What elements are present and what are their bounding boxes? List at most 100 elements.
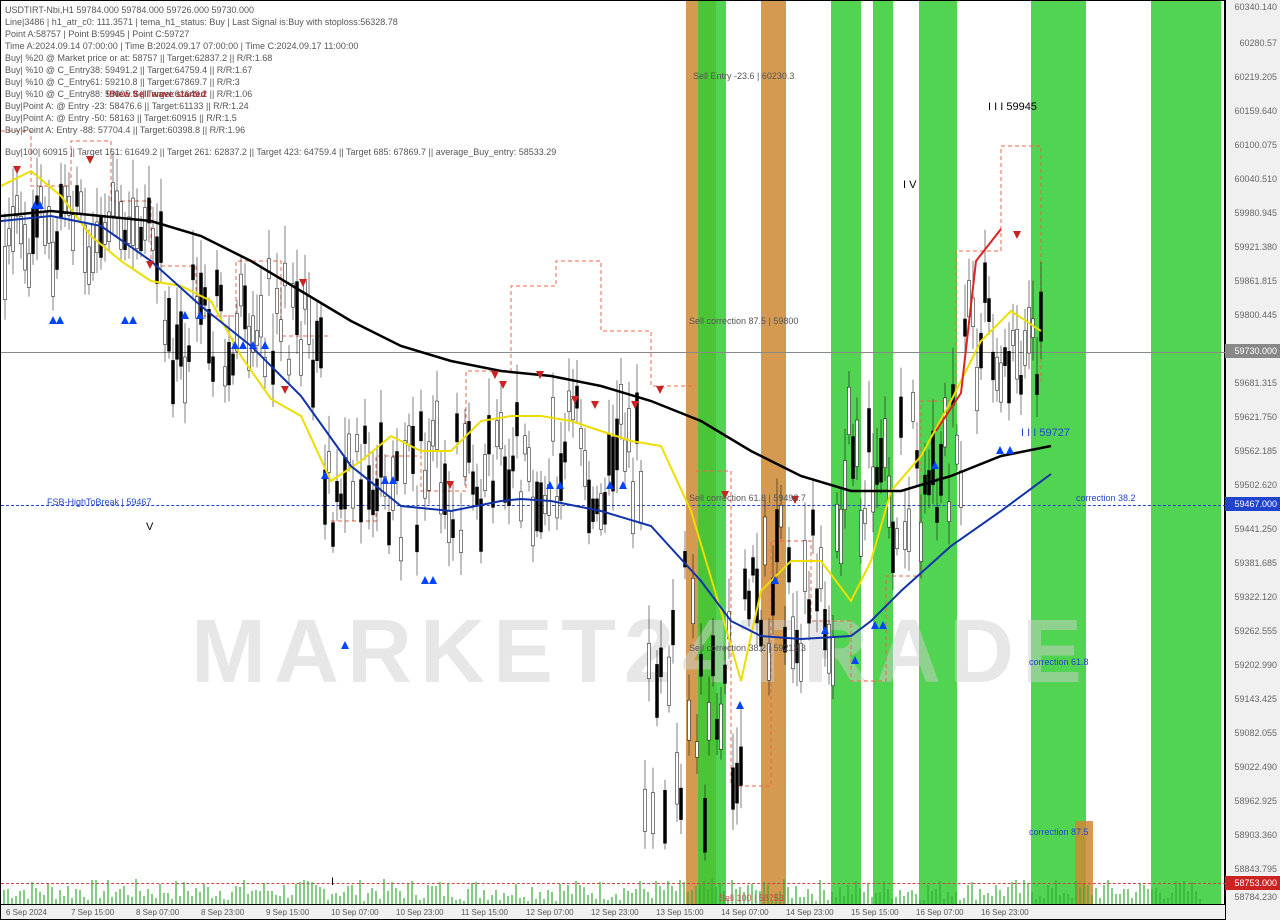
volume-bar bbox=[875, 893, 877, 904]
zone bbox=[831, 1, 861, 906]
volume-bar bbox=[539, 892, 541, 904]
volume-bar bbox=[167, 893, 169, 904]
volume-bar bbox=[347, 886, 349, 904]
signal-arrow-down bbox=[86, 156, 94, 164]
volume-bar bbox=[627, 891, 629, 904]
sell-wave-label: !!New Sell wave started bbox=[106, 89, 206, 99]
volume-bar bbox=[995, 885, 997, 904]
volume-bar bbox=[395, 888, 397, 904]
volume-bar bbox=[491, 895, 493, 904]
zone bbox=[1151, 1, 1221, 906]
signal-arrow-up bbox=[249, 341, 257, 349]
volume-bar bbox=[967, 885, 969, 904]
volume-bar bbox=[467, 889, 469, 904]
chart-area[interactable]: MARKET24TRADE Sell Entry -23.6 | 60230.3… bbox=[0, 0, 1225, 920]
volume-bar bbox=[1171, 893, 1173, 904]
time-tick: 13 Sep 15:00 bbox=[656, 908, 704, 917]
volume-bar bbox=[39, 892, 41, 904]
volume-bar bbox=[579, 885, 581, 904]
signal-arrow-up bbox=[429, 576, 437, 584]
volume-bar bbox=[335, 893, 337, 904]
volume-bar bbox=[371, 888, 373, 904]
volume-bar bbox=[671, 886, 673, 904]
signal-arrow-up bbox=[619, 481, 627, 489]
volume-bar bbox=[1055, 880, 1057, 904]
volume-bar bbox=[1095, 888, 1097, 904]
volume-bar bbox=[359, 880, 361, 904]
info-line: Line|3486 | h1_atr_c0: 111.3571 | tema_h… bbox=[5, 17, 398, 27]
volume-bar bbox=[1091, 895, 1093, 904]
volume-bar bbox=[319, 887, 321, 904]
volume-bar bbox=[399, 891, 401, 904]
signal-arrow-up bbox=[36, 201, 44, 209]
volume-bar bbox=[1087, 885, 1089, 904]
volume-bar bbox=[1115, 894, 1117, 904]
volume-bar bbox=[879, 892, 881, 904]
chart-annotation: I I I 59727 bbox=[1021, 427, 1070, 439]
volume-bar bbox=[839, 887, 841, 904]
info-line: Point A:58757 | Point B:59945 | Point C:… bbox=[5, 29, 189, 39]
horizontal-level bbox=[1, 505, 1226, 506]
price-tick: 58784.230 bbox=[1234, 892, 1277, 902]
volume-bar bbox=[251, 891, 253, 904]
volume-bar bbox=[871, 897, 873, 904]
volume-bar bbox=[563, 891, 565, 904]
volume-bar bbox=[1119, 894, 1121, 904]
volume-bar bbox=[927, 885, 929, 904]
signal-arrow-up bbox=[381, 476, 389, 484]
volume-bar bbox=[191, 896, 193, 904]
signal-arrow-down bbox=[13, 166, 21, 174]
volume-bar bbox=[47, 884, 49, 904]
volume-bar bbox=[3, 890, 5, 904]
volume-bar bbox=[315, 885, 317, 904]
time-tick: 10 Sep 07:00 bbox=[331, 908, 379, 917]
volume-bar bbox=[387, 891, 389, 904]
volume-bar bbox=[59, 890, 61, 904]
signal-arrow-down bbox=[491, 371, 499, 379]
signal-arrow-up bbox=[606, 481, 614, 489]
volume-bar bbox=[407, 884, 409, 904]
volume-bar bbox=[531, 887, 533, 904]
volume-bar bbox=[1039, 896, 1041, 904]
price-tick: 59800.445 bbox=[1234, 310, 1277, 320]
signal-arrow-up bbox=[196, 311, 204, 319]
volume-bar bbox=[591, 893, 593, 904]
volume-bar bbox=[1175, 881, 1177, 904]
price-tick: 58843.795 bbox=[1234, 864, 1277, 874]
volume-bar bbox=[91, 880, 93, 904]
volume-bar bbox=[631, 893, 633, 904]
info-line: Buy| %20 @ Market price or at: 58757 || … bbox=[5, 53, 272, 63]
signal-arrow-up bbox=[771, 576, 779, 584]
volume-bar bbox=[1023, 880, 1025, 904]
volume-bar bbox=[1111, 888, 1113, 904]
volume-bar bbox=[1155, 888, 1157, 904]
signal-arrow-down bbox=[1013, 231, 1021, 239]
volume-bar bbox=[179, 896, 181, 904]
volume-bar bbox=[1031, 892, 1033, 904]
volume-bar bbox=[391, 882, 393, 904]
volume-bar bbox=[859, 888, 861, 904]
volume-bar bbox=[1107, 880, 1109, 904]
price-tick: 60159.640 bbox=[1234, 106, 1277, 116]
volume-bar bbox=[819, 880, 821, 904]
volume-bar bbox=[551, 892, 553, 904]
signal-arrow-down bbox=[146, 261, 154, 269]
volume-bar bbox=[427, 885, 429, 904]
info-line: Buy|100| 60915 || Target 161: 61649.2 ||… bbox=[5, 147, 556, 157]
volume-bar bbox=[687, 892, 689, 904]
volume-bar bbox=[307, 881, 309, 904]
volume-bar bbox=[299, 882, 301, 904]
volume-bar bbox=[847, 885, 849, 904]
price-tick: 59322.120 bbox=[1234, 592, 1277, 602]
volume-bar bbox=[119, 889, 121, 904]
volume-bar bbox=[571, 894, 573, 904]
time-tick: 10 Sep 23:00 bbox=[396, 908, 444, 917]
volume-bar bbox=[679, 880, 681, 904]
volume-bar bbox=[803, 897, 805, 904]
volume-bar bbox=[1123, 889, 1125, 904]
signal-arrow-up bbox=[879, 621, 887, 629]
volume-bar bbox=[295, 884, 297, 904]
volume-bar bbox=[711, 879, 713, 904]
volume-bar bbox=[1015, 880, 1017, 904]
volume-bar bbox=[415, 895, 417, 904]
